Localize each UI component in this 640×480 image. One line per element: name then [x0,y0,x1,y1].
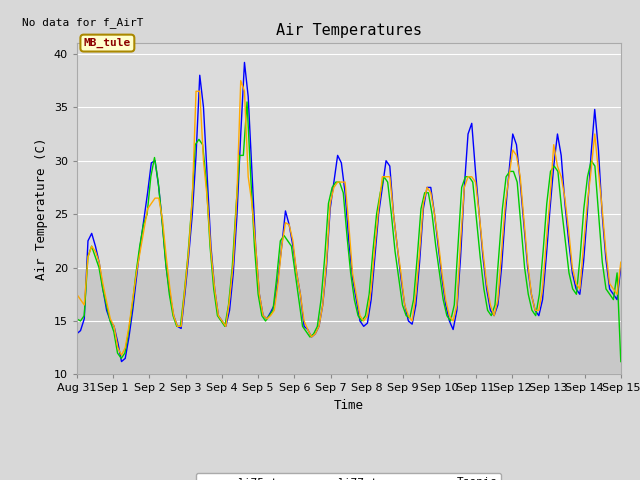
X-axis label: Time: Time [334,399,364,412]
Tsonic [509,147,516,153]
Tsonic [378,174,386,180]
Tsonic [457,238,465,244]
li75_t [378,184,386,190]
li75_t [509,131,516,137]
li75_t [73,331,81,336]
li77_temp [410,297,417,302]
li77_temp [177,324,184,329]
li77_temp [617,359,625,364]
Tsonic [237,78,244,84]
li75_t [241,60,248,65]
li75_t [118,359,125,364]
Line: li75_t: li75_t [77,62,621,361]
Text: MB_tule: MB_tule [84,38,131,48]
Tsonic [255,291,263,297]
li77_temp [347,270,355,276]
li75_t [502,211,509,217]
li77_temp [73,316,81,322]
li75_t [457,254,465,260]
Title: Air Temperatures: Air Temperatures [276,23,422,38]
li75_t [222,324,230,329]
Bar [77,267,621,374]
Tsonic [222,324,230,329]
li77_temp [336,179,344,185]
li75_t [255,291,263,297]
Y-axis label: Air Temperature (C): Air Temperature (C) [35,138,48,280]
Line: li77_temp: li77_temp [77,102,621,361]
Line: Tsonic: Tsonic [77,81,621,355]
Legend: li75_t, li77_temp, Tsonic: li75_t, li77_temp, Tsonic [196,473,501,480]
Tsonic [73,291,81,297]
Text: No data for f_AirT: No data for f_AirT [22,17,144,28]
li77_temp [110,329,118,335]
li77_temp [243,99,251,105]
li77_temp [461,174,469,180]
Tsonic [617,259,625,265]
Tsonic [502,201,509,206]
Tsonic [118,352,125,358]
li75_t [617,264,625,270]
